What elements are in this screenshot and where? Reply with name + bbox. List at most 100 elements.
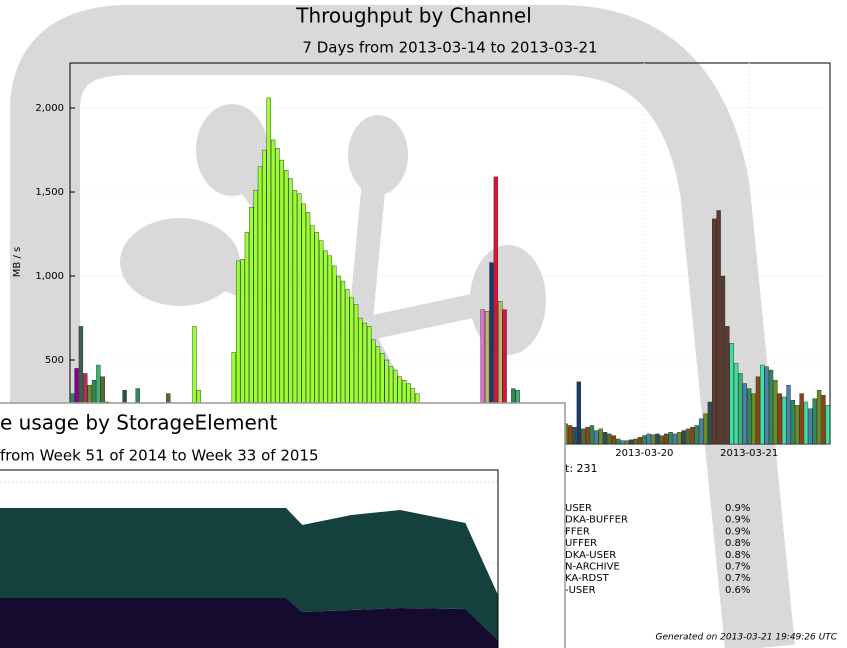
bar bbox=[624, 440, 630, 445]
legend-share: 0.9% bbox=[725, 526, 750, 537]
bar bbox=[668, 432, 673, 445]
bar bbox=[650, 434, 656, 445]
legend-header: t: 231 bbox=[565, 462, 598, 475]
bar bbox=[751, 393, 756, 445]
chart-title: e usage by StorageElement bbox=[0, 411, 277, 435]
bar bbox=[760, 364, 765, 445]
bar bbox=[685, 428, 691, 445]
bar bbox=[764, 366, 769, 445]
legend-label: -USER bbox=[565, 585, 596, 596]
bar bbox=[716, 210, 721, 445]
chart-subtitle: from Week 51 of 2014 to Week 33 of 2015 bbox=[0, 447, 319, 465]
legend-label: DKA-BUFFER bbox=[565, 515, 628, 526]
bar bbox=[598, 428, 603, 445]
bar bbox=[720, 275, 726, 445]
legend-label: KA-RDST bbox=[565, 573, 610, 584]
bar bbox=[572, 427, 577, 445]
area bbox=[0, 598, 498, 648]
legend-label: N-ARCHIVE bbox=[565, 562, 620, 573]
bar bbox=[768, 369, 774, 445]
watermark-branch bbox=[348, 168, 387, 332]
bar bbox=[672, 433, 678, 445]
bar bbox=[581, 428, 586, 445]
bar bbox=[777, 393, 782, 445]
bar bbox=[707, 401, 713, 445]
bar bbox=[607, 433, 612, 445]
footer: Generated on 2013-03-21 19:49:26 UTC bbox=[656, 633, 838, 643]
bar bbox=[790, 400, 796, 445]
bar bbox=[589, 425, 595, 445]
legend-share: 0.8% bbox=[725, 550, 750, 561]
bar bbox=[620, 440, 625, 445]
bar bbox=[659, 435, 665, 445]
bar bbox=[698, 418, 704, 445]
watermark-arc bbox=[9, 4, 795, 648]
legend-label: FFER bbox=[565, 526, 590, 537]
bar bbox=[755, 376, 761, 445]
legend-share: 0.6% bbox=[725, 585, 750, 596]
chart-subtitle: 7 Days from 2013-03-14 to 2013-03-21 bbox=[302, 39, 597, 57]
x-tick-label: 2013-03-21 bbox=[720, 448, 778, 459]
y-tick-label: 1,500 bbox=[35, 187, 64, 198]
bar bbox=[262, 149, 267, 445]
bar bbox=[646, 433, 651, 445]
bar bbox=[738, 373, 743, 445]
bar bbox=[642, 435, 647, 445]
bar bbox=[690, 427, 695, 445]
bar bbox=[677, 432, 682, 445]
watermark-leaf bbox=[196, 104, 268, 196]
bar bbox=[825, 405, 830, 445]
bar bbox=[275, 148, 280, 445]
bar bbox=[816, 390, 822, 445]
bar bbox=[594, 430, 599, 445]
bar bbox=[781, 396, 787, 445]
bar bbox=[279, 159, 285, 445]
bar bbox=[712, 218, 717, 445]
bar bbox=[611, 435, 616, 445]
bar bbox=[747, 388, 752, 445]
bar bbox=[266, 97, 271, 445]
bar bbox=[633, 438, 638, 445]
bar bbox=[576, 381, 582, 445]
bar bbox=[729, 343, 734, 445]
bar bbox=[808, 408, 813, 445]
legend-share: 0.9% bbox=[725, 503, 750, 514]
bar bbox=[270, 139, 276, 445]
bar bbox=[799, 393, 804, 445]
y-tick-label: 2,000 bbox=[35, 103, 64, 114]
bar bbox=[567, 425, 573, 445]
bar bbox=[629, 439, 634, 445]
legend-label: DKA-USER bbox=[565, 550, 616, 561]
y-axis-label: MB / s bbox=[12, 247, 23, 277]
bar bbox=[742, 383, 747, 445]
legend-share: 0.9% bbox=[725, 515, 750, 526]
storage-chart: e usage by StorageElement from Week 51 o… bbox=[0, 402, 566, 648]
x-tick-label: 2013-03-20 bbox=[615, 448, 673, 459]
bar bbox=[585, 427, 590, 445]
bar bbox=[664, 433, 669, 445]
bar bbox=[803, 401, 809, 445]
y-tick-label: 1,000 bbox=[35, 271, 64, 282]
watermark-leaf bbox=[120, 218, 240, 306]
bar bbox=[637, 437, 643, 445]
bar bbox=[733, 363, 739, 445]
bar bbox=[795, 405, 800, 445]
watermark-leaf bbox=[348, 115, 408, 195]
legend-share: 0.7% bbox=[725, 573, 750, 584]
plot-area bbox=[0, 469, 499, 648]
bar bbox=[812, 398, 817, 445]
bar bbox=[725, 326, 730, 445]
bar bbox=[773, 379, 778, 445]
bar bbox=[694, 425, 699, 445]
bar bbox=[615, 438, 621, 445]
legend-label: UFFER bbox=[565, 538, 597, 549]
bar bbox=[681, 430, 686, 445]
chart-title: Throughput by Channel bbox=[295, 4, 532, 28]
area bbox=[0, 508, 498, 640]
bar bbox=[703, 413, 708, 445]
y-tick-label: 500 bbox=[45, 355, 64, 366]
bar bbox=[655, 433, 660, 445]
legend-share: 0.7% bbox=[725, 562, 750, 573]
bar bbox=[602, 432, 608, 445]
